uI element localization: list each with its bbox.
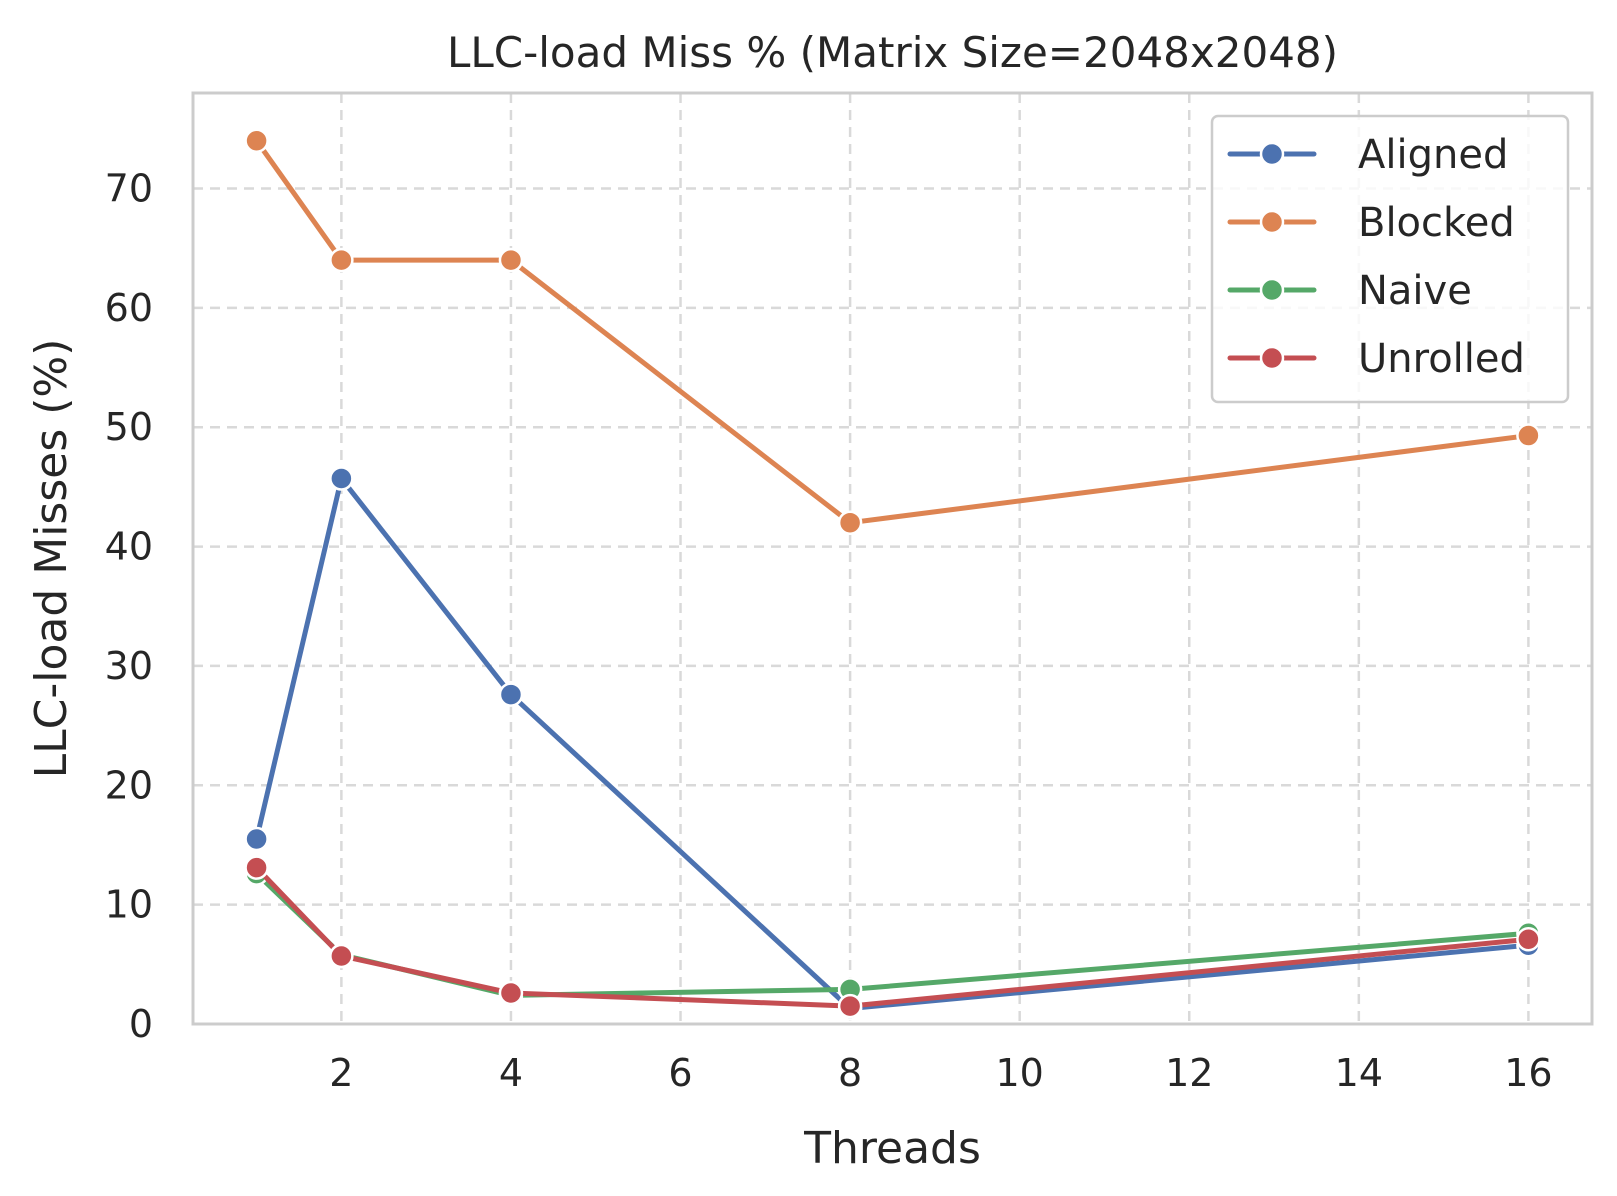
y-tick-label: 10 <box>105 883 153 927</box>
x-tick-label: 16 <box>1504 1051 1552 1095</box>
legend-label: Unrolled <box>1358 336 1525 382</box>
tick-labels: 2 4 6 8 10 12 14 16 0 10 20 30 40 50 60 70 <box>105 166 1553 1095</box>
series-line-aligned <box>254 476 1531 1011</box>
legend-label: Naive <box>1358 268 1472 314</box>
legend-box <box>1210 114 1570 404</box>
legend-swatch-marker <box>1259 141 1285 167</box>
x-axis-title: Threads <box>803 1123 981 1174</box>
legend-label: Blocked <box>1358 200 1515 246</box>
y-tick-label: 40 <box>105 525 153 569</box>
series-layer <box>244 128 1541 1021</box>
y-tick-label: 50 <box>105 405 153 449</box>
data-point-blocked <box>1516 423 1541 448</box>
plot-frame <box>191 91 1594 1026</box>
x-tick-label: 6 <box>668 1051 692 1095</box>
y-axis-title: LLC-load Misses (%) <box>26 339 77 779</box>
y-tick-label: 0 <box>129 1002 153 1046</box>
x-tick-label: 14 <box>1335 1051 1383 1095</box>
series-naive <box>244 861 1541 1008</box>
legend-swatch-marker <box>1259 209 1285 235</box>
x-tick-label: 8 <box>838 1051 862 1095</box>
x-tick-label: 12 <box>1165 1051 1213 1095</box>
legend-item-aligned: Aligned <box>1227 132 1508 178</box>
y-tick-label: 20 <box>105 763 153 807</box>
legend-swatch-marker <box>1259 345 1285 371</box>
legend-swatch-marker <box>1259 277 1285 303</box>
legend-item-blocked: Blocked <box>1227 200 1515 246</box>
data-point-blocked <box>329 247 354 273</box>
legend-label: Aligned <box>1358 132 1508 178</box>
data-point-unrolled <box>837 993 863 1019</box>
x-tick-label: 2 <box>329 1051 353 1095</box>
chart-title: LLC-load Miss % (Matrix Size=2048x2048) <box>447 28 1338 77</box>
y-tick-label: 60 <box>105 286 153 330</box>
data-point-unrolled <box>244 855 269 880</box>
data-point-aligned <box>329 466 354 491</box>
data-point-aligned <box>498 682 524 707</box>
legend-item-unrolled: Unrolled <box>1227 336 1525 382</box>
y-tick-label: 70 <box>105 166 153 210</box>
series-unrolled <box>244 855 1541 1019</box>
series-blocked <box>244 128 1541 535</box>
data-point-unrolled <box>329 943 354 969</box>
legend-item-naive: Naive <box>1227 268 1472 314</box>
series-aligned <box>244 466 1541 1021</box>
data-point-blocked <box>498 247 524 273</box>
data-point-unrolled <box>498 980 524 1006</box>
x-tick-label: 4 <box>499 1051 523 1095</box>
legend: Aligned Blocked Naive Unrolled <box>1210 114 1570 404</box>
data-point-aligned <box>244 826 269 852</box>
x-tick-label: 10 <box>996 1051 1044 1095</box>
data-point-blocked <box>244 128 269 153</box>
data-point-unrolled <box>1516 927 1541 952</box>
y-tick-label: 30 <box>105 644 153 688</box>
data-point-blocked <box>837 510 863 535</box>
legend-items: Aligned Blocked Naive Unrolled <box>1227 132 1525 382</box>
